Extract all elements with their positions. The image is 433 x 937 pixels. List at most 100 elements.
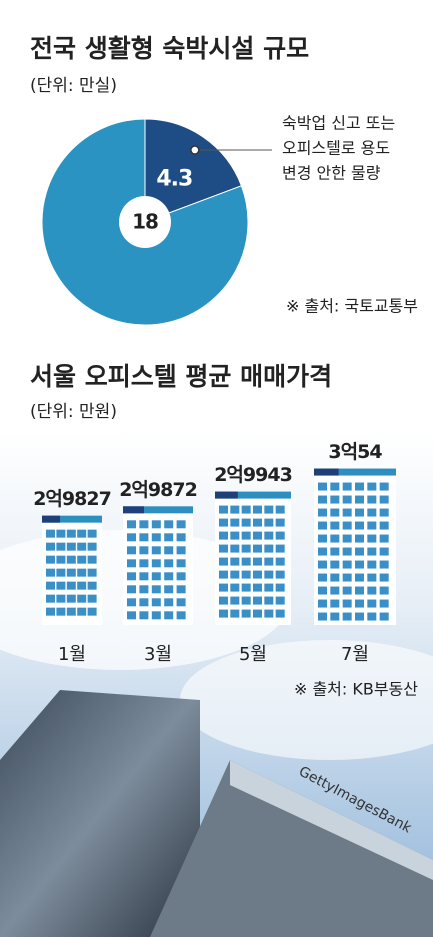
center-disc xyxy=(119,196,171,248)
window xyxy=(379,560,389,569)
window xyxy=(367,521,377,530)
window xyxy=(87,555,97,564)
window xyxy=(342,560,352,569)
photo-building xyxy=(0,690,200,937)
window xyxy=(275,531,285,540)
window xyxy=(56,542,66,551)
window xyxy=(379,521,389,530)
window xyxy=(264,544,274,553)
window xyxy=(275,557,285,566)
window xyxy=(56,594,66,603)
window xyxy=(164,546,174,555)
window xyxy=(164,611,174,620)
window xyxy=(241,557,251,566)
window xyxy=(379,534,389,543)
window xyxy=(367,534,377,543)
window xyxy=(379,599,389,608)
value-label: 2억9872 xyxy=(119,479,197,501)
window xyxy=(139,559,149,568)
window xyxy=(46,542,55,551)
window xyxy=(379,508,389,517)
window xyxy=(264,531,274,540)
window xyxy=(318,612,327,621)
window xyxy=(318,495,327,504)
source: ※ 출처: 국토교통부 xyxy=(286,297,418,316)
roof-accent xyxy=(123,506,144,514)
roof-accent xyxy=(215,491,238,499)
window xyxy=(379,573,389,582)
window xyxy=(151,559,161,568)
window xyxy=(56,581,66,590)
window xyxy=(330,495,340,504)
window xyxy=(164,520,174,529)
window xyxy=(275,544,285,553)
window xyxy=(253,583,262,592)
window xyxy=(164,533,174,542)
window xyxy=(230,557,240,566)
window xyxy=(219,609,228,618)
window xyxy=(151,520,161,529)
window xyxy=(342,521,352,530)
window xyxy=(241,596,251,605)
window xyxy=(176,559,186,568)
window xyxy=(330,521,340,530)
window xyxy=(342,482,352,491)
window xyxy=(139,546,149,555)
window xyxy=(379,586,389,595)
window xyxy=(342,534,352,543)
window xyxy=(219,518,228,527)
window xyxy=(127,611,136,620)
window xyxy=(77,542,87,551)
window xyxy=(342,547,352,556)
window xyxy=(355,521,364,530)
window xyxy=(253,570,262,579)
window xyxy=(253,518,262,527)
window xyxy=(367,612,377,621)
window xyxy=(264,609,274,618)
window xyxy=(264,596,274,605)
window xyxy=(264,518,274,527)
window xyxy=(241,505,251,514)
value-label: 2억9827 xyxy=(33,488,111,510)
window xyxy=(253,505,262,514)
window xyxy=(330,612,340,621)
window xyxy=(176,520,186,529)
photo-building xyxy=(150,760,433,937)
window xyxy=(66,555,76,564)
window xyxy=(139,611,149,620)
window xyxy=(164,559,174,568)
window xyxy=(379,495,389,504)
window xyxy=(66,594,76,603)
window xyxy=(355,508,364,517)
photo-building xyxy=(230,760,433,880)
window xyxy=(127,533,136,542)
window xyxy=(66,529,76,538)
window xyxy=(219,583,228,592)
chart-title: 서울 오피스텔 평균 매매가격 xyxy=(30,362,332,391)
window xyxy=(367,573,377,582)
window xyxy=(46,594,55,603)
window xyxy=(127,598,136,607)
roof xyxy=(123,506,193,514)
source: ※ 출처: KB부동산 xyxy=(294,680,418,699)
window xyxy=(46,581,55,590)
chart-subtitle: (단위: 만실) xyxy=(30,76,117,96)
window xyxy=(219,557,228,566)
window xyxy=(230,518,240,527)
window xyxy=(66,607,76,616)
x-tick-label: 5월 xyxy=(239,644,267,665)
window xyxy=(342,599,352,608)
window xyxy=(176,611,186,620)
window xyxy=(379,612,389,621)
window xyxy=(66,542,76,551)
window xyxy=(355,560,364,569)
window xyxy=(219,570,228,579)
window xyxy=(264,570,274,579)
window xyxy=(164,598,174,607)
window xyxy=(87,542,97,551)
window xyxy=(367,482,377,491)
window xyxy=(139,520,149,529)
chart-title: 전국 생활형 숙박시설 규모 xyxy=(30,34,309,63)
window xyxy=(241,544,251,553)
window xyxy=(176,546,186,555)
